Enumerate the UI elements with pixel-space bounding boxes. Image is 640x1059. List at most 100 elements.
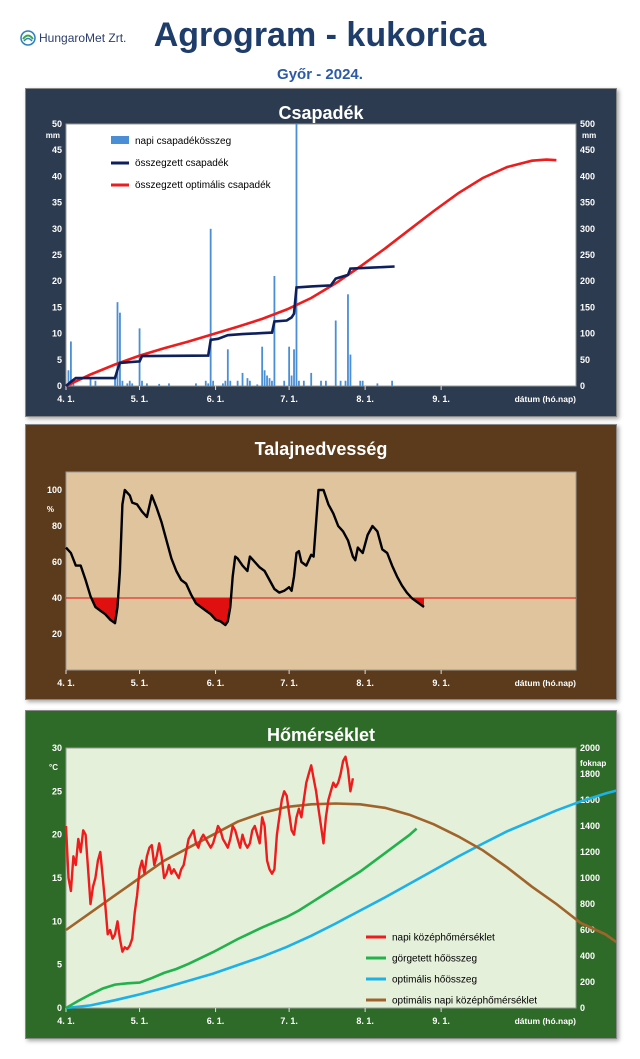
precip-bar [119, 312, 121, 386]
y-tick-label-left: 25 [52, 786, 62, 796]
chart-title: Csapadék [278, 103, 364, 123]
plot-area [65, 123, 577, 387]
precip-bar [131, 383, 134, 386]
y-tick-label-right: 1600 [580, 795, 600, 805]
y-axis-label-left: mm [46, 131, 60, 140]
y-tick-label-left: 45 [52, 145, 62, 155]
precip-bar [248, 380, 251, 386]
precip-bar [94, 380, 97, 386]
y-tick-label-right: 100 [580, 329, 595, 339]
precip-bar [70, 341, 72, 386]
precip-bar [67, 370, 70, 386]
y-tick-label: 60 [52, 557, 62, 567]
logo: HungaroMet Zrt. [20, 30, 126, 46]
y-tick-label-right: 1800 [580, 769, 600, 779]
deficit-area [91, 598, 119, 624]
y-tick-label-right: 800 [580, 899, 595, 909]
precip-bar [347, 294, 349, 386]
precip-bar [146, 383, 148, 386]
x-tick-label: 6. 1. [207, 1016, 225, 1026]
precip-bar [241, 372, 244, 386]
y-tick-label-right: 450 [580, 145, 595, 155]
chart-title: Talajnedvesség [255, 439, 388, 459]
precip-bar [121, 380, 124, 386]
chart-title: Hőmérséklet [267, 725, 375, 745]
y-tick-label-right: 400 [580, 951, 595, 961]
precip-bar [263, 370, 266, 386]
precip-bar [334, 320, 337, 386]
y-tick-label-right: 1400 [580, 821, 600, 831]
x-tick-label: 6. 1. [207, 394, 225, 404]
y-tick-label-left: 20 [52, 830, 62, 840]
y-tick-label-right: 250 [580, 250, 595, 260]
x-tick-label: 7. 1. [280, 678, 298, 688]
precip-bar [391, 380, 394, 386]
temperature-chart: Hőmérséklet 4. 1. 5. 1. 6. 1. 7. 1. 8. 1. 9. 1… [49, 725, 616, 1026]
precip-bar [273, 275, 276, 386]
x-tick-label: 8. 1. [356, 394, 374, 404]
y-tick-label-right: 200 [580, 977, 595, 987]
legend-label: napi csapadékösszeg [135, 136, 231, 147]
x-tick-label: 4. 1. [57, 394, 75, 404]
deficit-area [193, 598, 231, 625]
y-tick-label-right: 350 [580, 198, 595, 208]
precip-bar [266, 375, 268, 386]
y-tick-label-left: 50 [52, 119, 62, 129]
precipitation-panel: Csapadék 4. 1. 5. 1. 6. 1. 7. 1. 8. 1. 9. 1. dá… [25, 88, 617, 417]
y-tick-label-left: 20 [52, 276, 62, 286]
precip-bar [283, 380, 286, 386]
y-tick-label-left: 30 [52, 224, 62, 234]
precipitation-chart: Csapadék 4. 1. 5. 1. 6. 1. 7. 1. 8. 1. 9. 1. dá… [46, 103, 596, 404]
y-tick-label: 40 [52, 593, 62, 603]
legend-label: görgetett hőösszeg [392, 954, 477, 965]
page-subtitle: Győr - 2024. [277, 66, 363, 83]
y-tick-label-left: 30 [52, 743, 62, 753]
x-tick-label: 7. 1. [280, 394, 298, 404]
soil-moisture-panel: Talajnedvesség 4. 1. 5. 1. 6. 1. 7. 1. 8. 1. 9… [25, 424, 617, 700]
cumulative-precip-line [65, 265, 395, 387]
precip-bar [268, 378, 271, 386]
x-tick-label: 5. 1. [131, 394, 149, 404]
logo-text: HungaroMet Zrt. [39, 31, 127, 45]
y-tick-label-right: 200 [580, 276, 595, 286]
y-tick-label-left: 0 [57, 1003, 62, 1013]
precip-bar [138, 328, 141, 386]
daily-mean-temp-line [64, 755, 355, 953]
y-tick-label-right: 500 [580, 119, 595, 129]
precip-bar [158, 383, 161, 386]
legend-label: összegzett optimális csapadék [135, 180, 272, 191]
optimal-heat-sum-line [65, 789, 616, 1010]
y-tick-label: 100 [47, 485, 62, 495]
precip-bar [320, 380, 322, 386]
y-tick-label-left: 40 [52, 171, 62, 181]
precip-bar [344, 380, 347, 386]
y-tick-label-left: 5 [57, 960, 62, 970]
legend-swatch-bars [111, 136, 129, 144]
x-tick-label: 5. 1. [131, 1016, 149, 1026]
x-tick-label: 9. 1. [432, 394, 450, 404]
logo-icon [20, 30, 36, 46]
soil-moisture-chart: Talajnedvesség 4. 1. 5. 1. 6. 1. 7. 1. 8. 1. 9… [47, 439, 577, 688]
precip-bar [126, 383, 129, 386]
y-tick-label-left: 0 [57, 381, 62, 391]
y-tick-label-left: 10 [52, 329, 62, 339]
y-tick-label: 20 [52, 629, 62, 639]
precip-bar [212, 380, 215, 386]
precip-bar [116, 302, 119, 386]
optimal-daily-temp-line [65, 802, 616, 944]
precip-bar [204, 380, 207, 386]
precip-bar [293, 349, 295, 386]
temperature-panel: Hőmérséklet 4. 1. 5. 1. 6. 1. 7. 1. 8. 1. 9. 1… [25, 710, 617, 1039]
x-axis-label: dátum (hó.nap) [515, 1016, 577, 1026]
legend-label: optimális napi középhőmérséklet [392, 996, 537, 1007]
y-tick-label-right: 50 [580, 355, 590, 365]
y-tick-label-left: 5 [57, 355, 62, 365]
precip-bar [298, 380, 300, 386]
precip-bar [361, 380, 364, 386]
precip-bar [209, 228, 212, 386]
y-tick-label-right: 600 [580, 925, 595, 935]
plot-area [65, 747, 577, 1009]
y-axis-label-right: foknap [580, 759, 606, 768]
legend-label: összegzett csapadék [135, 158, 229, 169]
precip-bar [256, 384, 259, 386]
